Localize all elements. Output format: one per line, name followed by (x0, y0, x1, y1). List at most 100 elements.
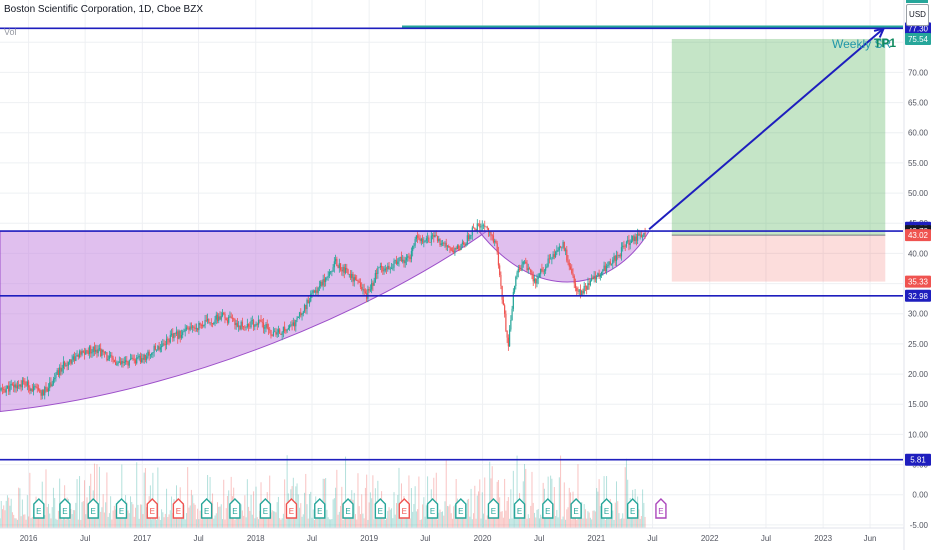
candle-body (504, 305, 506, 314)
candle-body (284, 326, 286, 331)
candle-body (349, 273, 352, 279)
candle-body (331, 271, 333, 272)
volume-bar (366, 474, 368, 528)
volume-bar (23, 514, 25, 528)
volume-bar (251, 514, 253, 528)
candle-body (389, 268, 391, 270)
candle-body (260, 320, 262, 322)
candle-body (165, 338, 168, 345)
candle-body (192, 326, 194, 328)
candle-body (307, 299, 309, 304)
candle-body (73, 356, 76, 362)
candle-body (499, 265, 501, 275)
candle-body (491, 235, 493, 236)
volume-bar (255, 486, 257, 528)
candle-body (97, 349, 99, 354)
volume-bar (174, 517, 176, 528)
volume-bar (568, 487, 570, 528)
candle-body (215, 314, 217, 320)
candle-body (379, 265, 381, 268)
candle-body (424, 240, 426, 243)
candle-body (62, 361, 64, 369)
level-layer (0, 25, 903, 461)
candle-body (548, 258, 550, 260)
candle-body (412, 245, 414, 252)
candle-body (90, 346, 92, 354)
volume-bar (133, 516, 135, 528)
candle-body (39, 389, 41, 393)
candle-body (103, 352, 106, 353)
price-tag (905, 453, 931, 466)
volume-bar (533, 512, 535, 528)
candle-body (178, 330, 180, 339)
candle-body (205, 319, 207, 321)
volume-bar (486, 515, 488, 528)
candle-body (485, 226, 487, 228)
x-tick-label: Jul (193, 534, 203, 543)
candle-body (297, 316, 299, 318)
candle-body (520, 269, 522, 271)
candle-body (42, 390, 45, 396)
candle-body (49, 382, 51, 389)
candle-body (82, 350, 84, 353)
earnings-marker-label: E (263, 507, 268, 516)
candle-body (459, 248, 461, 250)
candle-body (624, 245, 626, 247)
candle-body (199, 322, 201, 326)
candle-body (450, 247, 452, 251)
volume-bar (363, 518, 365, 528)
earnings-marker (229, 498, 241, 519)
candle-body (538, 274, 541, 277)
candle-body (102, 349, 104, 353)
candle-body (321, 281, 323, 286)
candle-body (67, 362, 69, 366)
candle-body (341, 269, 343, 272)
currency-button[interactable]: USD (906, 4, 929, 26)
candle-body (197, 328, 199, 331)
x-tick-label: 2020 (474, 534, 492, 543)
candle-body (124, 360, 127, 362)
volume-bar (471, 519, 473, 528)
candle-body (279, 329, 281, 334)
volume-bar (466, 499, 468, 528)
earnings-marker-label: E (378, 507, 383, 516)
volume-bar (110, 496, 112, 528)
candle-body (430, 235, 432, 243)
price-tag (905, 289, 931, 302)
volume-bar (4, 510, 6, 528)
volume-bar (13, 514, 15, 528)
candle-body (228, 316, 230, 323)
volume-bar (586, 518, 588, 528)
candle-body (168, 339, 170, 343)
volume-bar (538, 518, 540, 528)
candle-body (466, 235, 468, 244)
candle-body (383, 270, 385, 272)
settings-strip-icon[interactable] (906, 0, 928, 3)
volume-bar (414, 486, 416, 528)
candle-body (516, 272, 518, 277)
candle-body (266, 324, 268, 329)
volume-bar (424, 516, 426, 528)
candle-body (387, 265, 389, 270)
candle-body (34, 386, 36, 387)
volume-bar (185, 513, 187, 528)
candle-body (189, 326, 191, 330)
candle-body (339, 263, 342, 270)
volume-bar (131, 501, 133, 528)
candle-body (342, 266, 344, 272)
candle-body (91, 352, 93, 354)
earnings-marker (513, 498, 526, 519)
volume-bar (514, 510, 516, 528)
candle-body (425, 238, 427, 241)
candle-body (96, 349, 98, 354)
candle-body (108, 355, 110, 359)
candle-body (398, 257, 400, 262)
candle-body (83, 352, 86, 355)
volume-bar (256, 517, 258, 528)
earnings-marker (626, 498, 639, 519)
y-tick-label: 15.00 (908, 400, 929, 409)
price-tag-label: 43.02 (908, 231, 929, 240)
volume-bar (31, 516, 33, 528)
